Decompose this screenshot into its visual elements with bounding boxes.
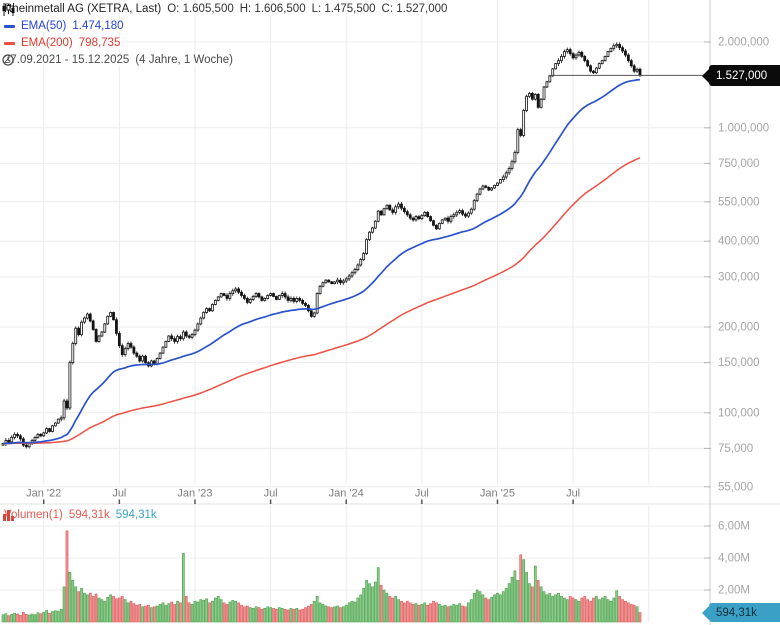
svg-text:55,000: 55,000 (718, 481, 753, 493)
svg-text:Jan '22: Jan '22 (26, 487, 61, 499)
last-volume-badge: 594,31k (709, 603, 780, 622)
svg-text:4,00M: 4,00M (718, 553, 750, 565)
ohlc-open: O: 1.605,500 (167, 3, 234, 15)
ohlc-close: C: 1.527,000 (381, 3, 448, 15)
svg-text:300,000: 300,000 (718, 271, 760, 283)
svg-text:2,00M: 2,00M (718, 585, 750, 597)
ema200-line[interactable] (3, 157, 641, 445)
ema50-value: 1.474,180 (72, 20, 124, 32)
volume-axis-labels: 6,00M 4,00M 2,00M (704, 521, 750, 597)
volume-value-red: 594,31k (68, 509, 110, 521)
svg-text:1.000,000: 1.000,000 (718, 122, 769, 134)
ema200-label: EMA(200) (21, 37, 73, 49)
price-axis-labels: 2.000,000 1.000,000 750,000 550,000 400,000 3… (704, 37, 769, 493)
svg-text:Jul: Jul (112, 487, 126, 499)
ema50-line[interactable] (2, 78, 641, 445)
ohlc-low: L: 1.475,500 (311, 3, 376, 15)
candlestick-icon (2, 3, 15, 16)
last-volume-badge-value: 594,31k (716, 606, 757, 619)
svg-text:75,000: 75,000 (718, 443, 753, 455)
x-axis-labels: Jan '22 Jul Jan '23 Jul Jan '24 Jul Jan '25 Jul (26, 487, 580, 504)
svg-text:550,000: 550,000 (718, 196, 760, 208)
ema200-value: 798,735 (78, 37, 121, 49)
svg-text:6,00M: 6,00M (718, 521, 750, 533)
ohlc-high: H: 1.606,500 (239, 3, 306, 15)
svg-text:400,000: 400,000 (718, 236, 760, 248)
svg-text:Jul: Jul (415, 487, 429, 499)
ema50-color-swatch (4, 24, 15, 28)
svg-text:Jan '24: Jan '24 (329, 487, 364, 499)
svg-text:100,000: 100,000 (718, 407, 760, 419)
candles-layer (1, 42, 642, 449)
svg-text:2.000,000: 2.000,000 (718, 37, 769, 49)
volume-header[interactable]: Volumen(1) 594,31k 594,31k (2, 509, 161, 521)
volume-icon (3, 510, 14, 521)
volume-bars (1, 530, 642, 623)
last-price-badge-value: 1.527,000 (716, 69, 768, 82)
ema200-color-swatch (4, 41, 15, 45)
svg-text:750,000: 750,000 (718, 158, 760, 170)
ema50-legend[interactable]: EMA(50) 1.474,180 (2, 20, 128, 32)
svg-text:Jul: Jul (264, 487, 278, 499)
volume-label: Volumen(1) (4, 509, 63, 521)
last-price-badge: 1.527,000 (709, 65, 780, 86)
svg-text:200,000: 200,000 (718, 322, 760, 334)
svg-text:Jan '23: Jan '23 (177, 487, 212, 499)
svg-text:Jul: Jul (566, 487, 580, 499)
clock-icon (2, 54, 14, 66)
instrument-title: Rheinmetall AG (XETRA, Last) (4, 3, 162, 15)
volume-value-teal: 594,31k (115, 509, 157, 521)
svg-text:Jan '25: Jan '25 (480, 487, 515, 499)
svg-text:150,000: 150,000 (718, 357, 760, 369)
range-detail: (4 Jahre, 1 Woche) (135, 54, 233, 66)
date-range: 27.09.2021 - 15.12.2025 (4, 54, 130, 66)
date-range-row[interactable]: 27.09.2021 - 15.12.2025 (4 Jahre, 1 Woch… (2, 54, 237, 66)
ema50-label: EMA(50) (21, 20, 67, 32)
ema200-legend[interactable]: EMA(200) 798,735 (2, 37, 125, 49)
instrument-header[interactable]: Rheinmetall AG (XETRA, Last) O: 1.605,50… (2, 3, 452, 16)
